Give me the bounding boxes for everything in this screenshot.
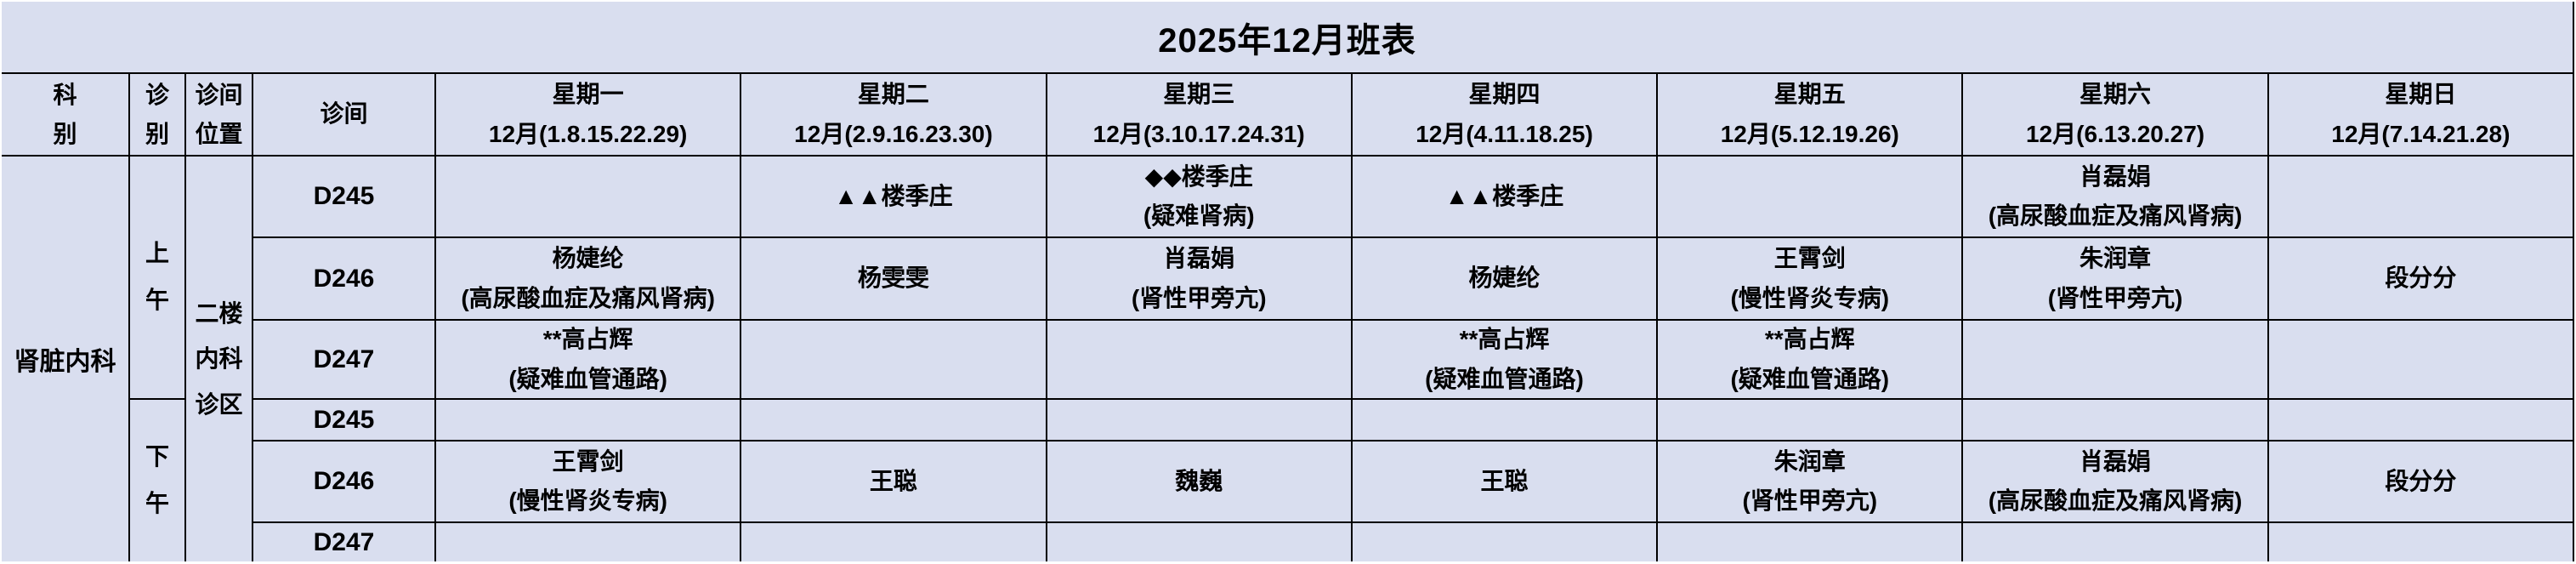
schedule-cell — [1963, 321, 2267, 398]
schedule-cell — [436, 400, 740, 440]
schedule-cell: **高占辉 (疑难血管通路) — [1352, 321, 1657, 398]
schedule-cell — [1047, 400, 1351, 440]
schedule-cell: 肖磊娟 (高尿酸血症及痛风肾病) — [1963, 442, 2267, 521]
room-cell: D246 — [253, 442, 434, 521]
schedule-cell: 王霄剑 (慢性肾炎专病) — [436, 442, 740, 521]
header-friday: 星期五 12月(5.12.19.26) — [1658, 74, 1962, 155]
schedule-cell — [1352, 400, 1657, 440]
schedule-cell — [741, 523, 1046, 561]
schedule-cell: ▲▲楼季庄 — [741, 157, 1046, 236]
schedule-cell: 王聪 — [1352, 442, 1657, 521]
schedule-cell — [2268, 157, 2573, 236]
session-afternoon-label: 下午 — [130, 400, 184, 561]
schedule-cell: ▲▲楼季庄 — [1352, 157, 1657, 236]
schedule-cell: 朱润章 (肾性甲旁亢) — [1963, 238, 2267, 319]
room-cell: D247 — [253, 523, 434, 561]
room-cell: D245 — [253, 157, 434, 236]
session-morning-label: 上午 — [130, 157, 184, 398]
header-sunday: 星期日 12月(7.14.21.28) — [2268, 74, 2573, 155]
schedule-cell — [436, 157, 740, 236]
schedule-cell — [1658, 157, 1962, 236]
header-room: 诊间 — [253, 74, 434, 155]
header-monday: 星期一 12月(1.8.15.22.29) — [436, 74, 740, 155]
schedule-cell: **高占辉 (疑难血管通路) — [1658, 321, 1962, 398]
schedule-cell: **高占辉 (疑难血管通路) — [436, 321, 740, 398]
schedule-cell: 肖磊娟 (高尿酸血症及痛风肾病) — [1963, 157, 2267, 236]
schedule-cell: 魏巍 — [1047, 442, 1351, 521]
schedule-cell — [2268, 321, 2573, 398]
schedule-cell — [1963, 523, 2267, 561]
schedule-cell: 肖磊娟 (肾性甲旁亢) — [1047, 238, 1351, 319]
header-wednesday: 星期三 12月(3.10.17.24.31) — [1047, 74, 1351, 155]
dept-label: 肾脏内科 — [2, 157, 128, 561]
schedule-cell: 朱润章 (肾性甲旁亢) — [1658, 442, 1962, 521]
room-cell: D245 — [253, 400, 434, 440]
schedule-cell — [1047, 321, 1351, 398]
schedule-cell — [741, 321, 1046, 398]
schedule-cell: 杨婕纶 — [1352, 238, 1657, 319]
header-saturday: 星期六 12月(6.13.20.27) — [1963, 74, 2267, 155]
schedule-cell: 王聪 — [741, 442, 1046, 521]
header-location: 诊间位置 — [186, 74, 252, 155]
schedule-cell: 王霄剑 (慢性肾炎专病) — [1658, 238, 1962, 319]
schedule-cell — [1658, 523, 1962, 561]
page-title: 2025年12月班表 — [2, 2, 2573, 72]
schedule-cell — [741, 400, 1046, 440]
header-thursday: 星期四 12月(4.11.18.25) — [1352, 74, 1657, 155]
schedule-cell: 杨婕纶 (高尿酸血症及痛风肾病) — [436, 238, 740, 319]
room-cell: D246 — [253, 238, 434, 319]
schedule-cell — [1047, 523, 1351, 561]
header-dept: 科别 — [2, 74, 128, 155]
schedule-cell — [436, 523, 740, 561]
header-tuesday: 星期二 12月(2.9.16.23.30) — [741, 74, 1046, 155]
header-session: 诊别 — [130, 74, 184, 155]
location-label: 二楼内科诊区 — [186, 157, 252, 561]
schedule-cell: 段分分 — [2268, 442, 2573, 521]
schedule-cell — [1352, 523, 1657, 561]
schedule-cell: ◆◆楼季庄 (疑难肾病) — [1047, 157, 1351, 236]
schedule-cell: 段分分 — [2268, 238, 2573, 319]
schedule-cell — [1963, 400, 2267, 440]
schedule-cell: 杨雯雯 — [741, 238, 1046, 319]
schedule-cell — [2268, 400, 2573, 440]
schedule-cell — [1658, 400, 1962, 440]
schedule-cell — [2268, 523, 2573, 561]
room-cell: D247 — [253, 321, 434, 398]
